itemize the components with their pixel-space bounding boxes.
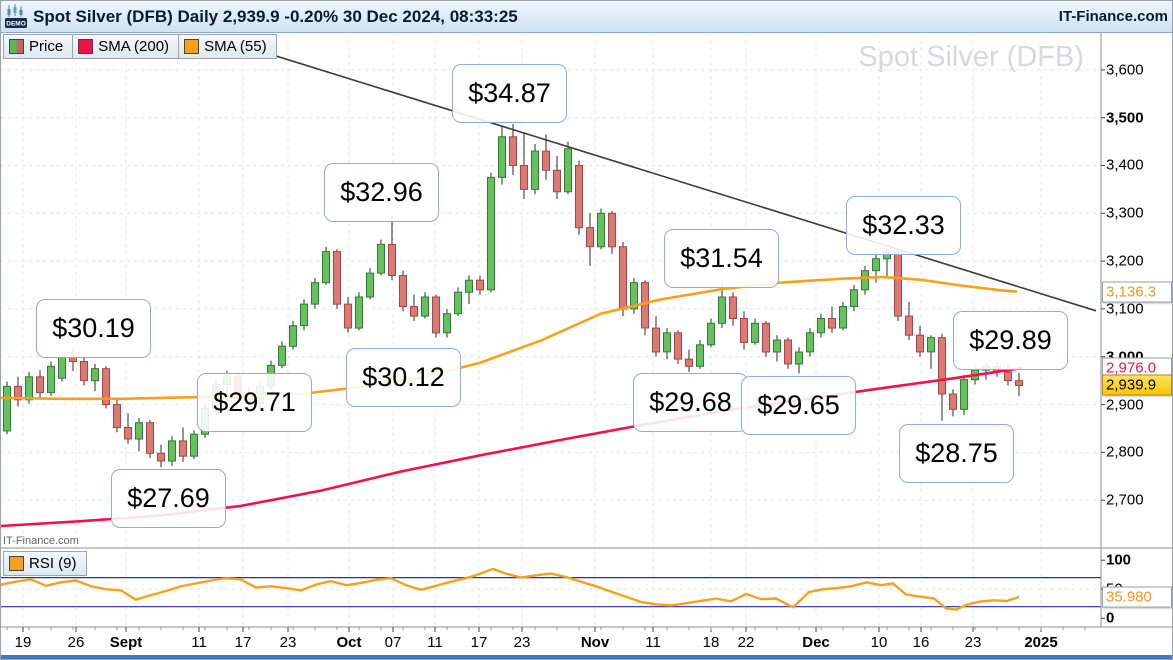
price-axis-label: 2,800 xyxy=(1106,443,1144,461)
time-axis-label: Dec xyxy=(802,634,830,651)
rsi-axis-label: 0 xyxy=(1106,609,1115,627)
legend-label: RSI (9) xyxy=(29,555,77,572)
time-axis-label: 10 xyxy=(870,634,888,651)
sma55-value-badge: 3,136.3 xyxy=(1102,281,1172,303)
time-axis-label: 11 xyxy=(645,634,661,651)
time-axis-label: 23 xyxy=(279,634,297,651)
price-annotation[interactable]: $29.68 xyxy=(633,373,748,432)
last-price-badge: 2,939.9 xyxy=(1102,374,1172,396)
time-axis-label: 23 xyxy=(513,634,531,651)
line-swatch-icon xyxy=(9,556,24,571)
legend-item[interactable]: RSI (9) xyxy=(3,551,87,576)
window-bottom-edge xyxy=(1,655,1172,659)
price-axis-label: 3,500 xyxy=(1106,109,1144,127)
price-axis-label: 3,300 xyxy=(1106,204,1144,222)
price-annotation[interactable]: $29.89 xyxy=(953,311,1068,370)
line-swatch-icon xyxy=(184,39,200,54)
price-annotation[interactable]: $27.69 xyxy=(111,469,226,528)
price-annotation[interactable]: $32.96 xyxy=(324,163,439,222)
price-axis-label: 2,900 xyxy=(1106,396,1144,414)
time-axis-label: 26 xyxy=(67,634,85,651)
price-annotation[interactable]: $31.54 xyxy=(664,229,779,288)
time-axis-label: 07 xyxy=(384,634,402,651)
time-axis-label: 22 xyxy=(737,634,755,651)
time-axis-label: 19 xyxy=(14,634,32,651)
price-annotation[interactable]: $30.19 xyxy=(36,299,151,358)
price-annotation[interactable]: $28.75 xyxy=(899,424,1014,483)
instrument-title: Spot Silver (DFB) Daily 2,939.9 -0.20% 3… xyxy=(33,6,518,26)
legend-label: Price xyxy=(29,38,64,55)
time-axis-label: 23 xyxy=(964,634,982,651)
time-axis-label: Oct xyxy=(336,634,362,651)
demo-account-icon: DEMO xyxy=(5,3,27,28)
svg-text:DEMO: DEMO xyxy=(6,20,26,27)
price-axis-label: 2,700 xyxy=(1106,491,1144,509)
price-axis-label: 3,600 xyxy=(1106,61,1144,79)
time-axis-label: 18 xyxy=(702,634,720,651)
time-axis-label: 11 xyxy=(427,634,443,651)
price-annotation[interactable]: $30.12 xyxy=(346,348,461,407)
sma200-value-badge: 2,976.0 xyxy=(1102,357,1172,379)
legend-label: SMA (200) xyxy=(98,38,170,55)
price-annotation[interactable]: $29.71 xyxy=(197,373,312,432)
rsi-value-badge: 35.980 xyxy=(1102,586,1172,608)
legend-label: SMA (55) xyxy=(204,38,267,55)
time-axis-label: 2025 xyxy=(1024,634,1058,651)
price-axis-label: 3,200 xyxy=(1106,252,1144,270)
chart-watermark: Spot Silver (DFB) xyxy=(858,41,1084,73)
line-swatch-icon xyxy=(78,39,94,54)
candle-swatch-icon xyxy=(9,39,24,54)
price-pane-legend: Price SMA (200) SMA (55) xyxy=(3,34,277,59)
price-annotation[interactable]: $32.33 xyxy=(846,196,961,255)
time-axis-label: Nov xyxy=(580,634,610,651)
legend-item[interactable]: Price xyxy=(3,34,74,59)
time-axis-label: 11 xyxy=(191,634,207,651)
legend-item[interactable]: SMA (55) xyxy=(178,34,277,59)
provider-watermark: IT-Finance.com xyxy=(3,535,79,547)
rsi-axis-label: 100 xyxy=(1106,551,1132,569)
price-annotation[interactable]: $29.65 xyxy=(741,376,856,435)
rsi-pane-legend: RSI (9) xyxy=(3,551,87,576)
price-axis-label: 3,400 xyxy=(1106,156,1144,174)
price-axis-label: 3,100 xyxy=(1106,300,1144,318)
time-axis-label: 17 xyxy=(470,634,488,651)
time-axis-label: 17 xyxy=(234,634,252,651)
legend-item[interactable]: SMA (200) xyxy=(72,34,180,59)
time-axis-label: 16 xyxy=(912,634,930,651)
title-bar: DEMO Spot Silver (DFB) Daily 2,939.9 -0.… xyxy=(1,1,1172,33)
provider-link: IT-Finance.com xyxy=(1058,8,1168,25)
price-annotation[interactable]: $34.87 xyxy=(452,64,567,123)
time-axis-label: Sept xyxy=(109,634,143,651)
